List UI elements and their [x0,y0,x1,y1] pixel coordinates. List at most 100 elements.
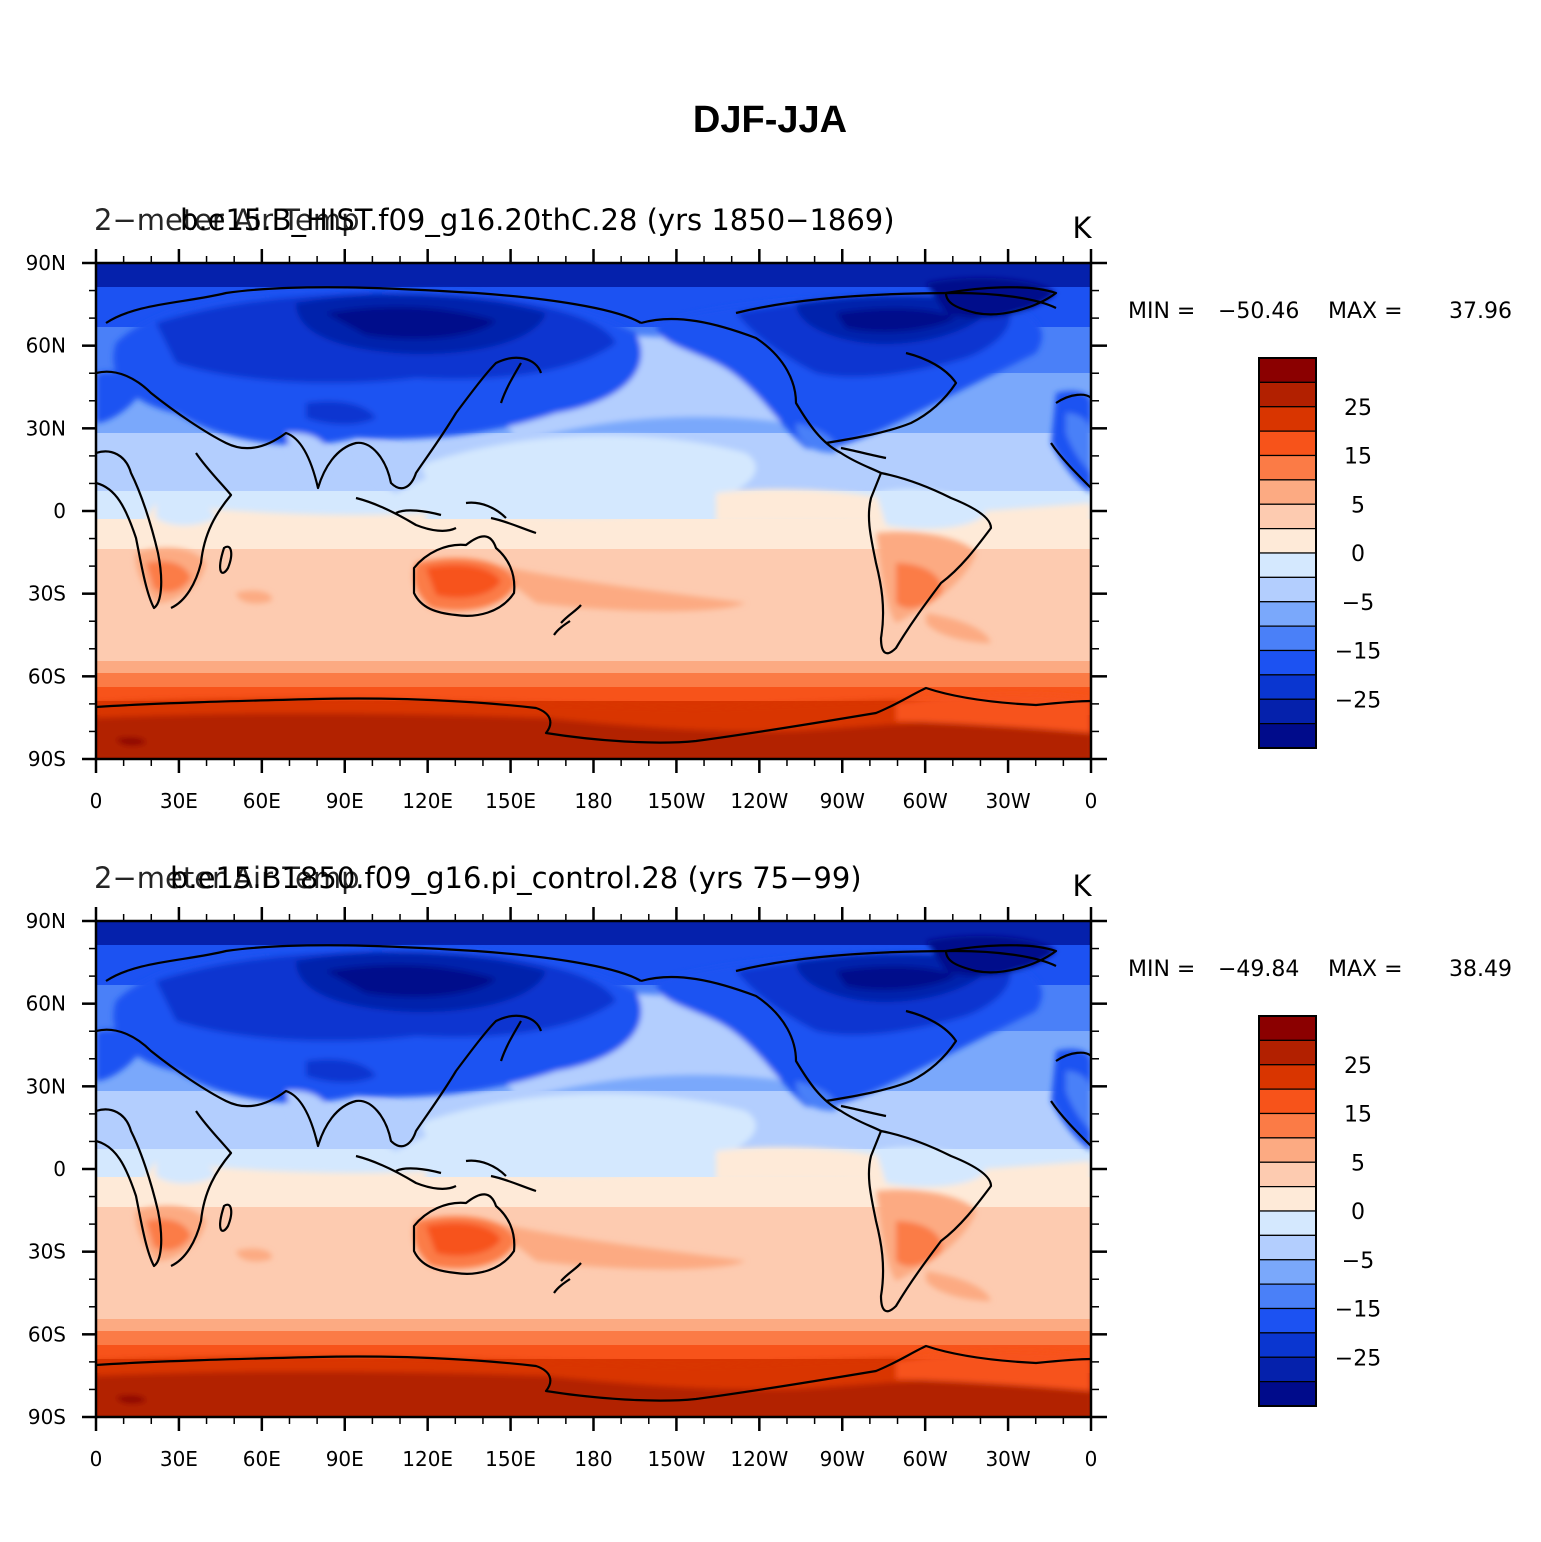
lon-tick-label: 0 [90,789,103,813]
lon-tick-label: 0 [1085,789,1098,813]
lon-tick-label: 30W [985,789,1030,813]
colorbar-box [1258,528,1317,554]
colorbar-box [1258,649,1317,676]
panel-2: 2−meter Air Temp b.e15.B1850.f09_g16.pi_… [26,861,1512,1471]
colorbar-box [1258,576,1317,603]
lat-tick-label: 60S [28,1322,66,1346]
lon-tick-label: 30W [985,1447,1030,1471]
colorbar-box [1258,454,1317,481]
panel-2-max-label: MAX = [1328,957,1403,982]
colorbar-box [1258,503,1317,530]
colorbar-box [1258,1015,1317,1041]
colorbar-frame [1258,1015,1317,1407]
colorbar-box [1258,406,1317,432]
lon-tick-label: 120E [402,789,453,813]
lon-tick-label: 90E [326,789,364,813]
lon-tick-label: 60W [903,1447,948,1471]
lat-tick-label: 90S [28,1405,66,1429]
lat-tick-label: 90S [28,747,66,771]
panel-1-variable-label: 2−meter Air Temp [94,203,360,237]
lon-tick-label: 30E [160,1447,198,1471]
lat-tick-label: 90N [26,251,66,275]
panel-2-colorbar: 25 15 5 0 −5 −15 −25 [1258,1015,1381,1407]
panel-1-map [96,263,1091,759]
lon-tick-label: 150W [647,1447,705,1471]
colorbar-label: 5 [1351,493,1365,518]
colorbar-box [1258,552,1317,578]
lon-tick-label: 0 [1085,1447,1098,1471]
colorbar-box [1258,430,1317,457]
lat-tick-label: 30N [26,416,66,440]
colorbar-label: −15 [1335,1298,1381,1323]
panel-2-units: K [1072,869,1092,903]
lon-tick-label: 90E [326,1447,364,1471]
colorbar-label: 25 [1344,1054,1372,1079]
panel-1-max-value: 37.96 [1449,299,1512,324]
panel-1-units: K [1072,211,1092,245]
panel-1-colorbar: 25 15 5 0 −5 −15 −25 [1258,357,1381,749]
colorbar-label: −5 [1342,1249,1374,1274]
lon-tick-label: 150E [485,789,536,813]
colorbar-box [1258,1039,1317,1066]
lon-tick-label: 120W [730,1447,788,1471]
lat-tick-label: 30N [26,1074,66,1098]
colorbar-box [1258,601,1317,627]
colorbar-box [1258,1161,1317,1188]
colorbar-label: −25 [1335,1346,1381,1371]
lon-tick-label: 60E [243,1447,281,1471]
colorbar-box [1258,1186,1317,1212]
panel-1-axes: 90N 60N 30N 0 30S 60S 90S 0 30E 60E 90E 120E 150E 180… [26,249,1107,813]
colorbar-label: −25 [1335,688,1381,713]
lon-tick-label: 120E [402,1447,453,1471]
lon-tick-label: 90W [820,789,865,813]
lat-tick-label: 90N [26,909,66,933]
colorbar-label: 0 [1351,542,1365,567]
colorbar-box [1258,1210,1317,1236]
panel-2-map [96,921,1091,1417]
colorbar-box [1258,698,1317,725]
colorbar-box [1258,1064,1317,1090]
colorbar-box [1258,479,1317,505]
panel-1-max-label: MAX = [1328,299,1403,324]
lat-tick-label: 30S [28,582,66,606]
panel-1-min-value: −50.46 [1218,299,1299,324]
lat-tick-label: 0 [53,499,66,523]
panel-2-case-label: b.e15.B1850.f09_g16.pi_control.28 (yrs 7… [170,861,862,895]
lon-tick-label: 60E [243,789,281,813]
colorbar-box [1258,625,1317,652]
lon-tick-label: 60W [903,789,948,813]
colorbar-box [1258,1137,1317,1163]
panel-2-axes: 90N 60N 30N 0 30S 60S 90S 0 30E 60E 90E 120E 150E 180… [26,907,1107,1471]
lon-tick-label: 120W [730,789,788,813]
lon-tick-label: 180 [574,1447,612,1471]
colorbar-box [1258,674,1317,700]
lat-tick-label: 60S [28,664,66,688]
panel-2-variable-label: 2−meter Air Temp [94,861,360,895]
lon-tick-label: 90W [820,1447,865,1471]
lon-tick-label: 150W [647,789,705,813]
colorbar-label: −15 [1335,640,1381,665]
colorbar-label: 15 [1344,1103,1372,1128]
colorbar-box [1258,381,1317,408]
main-title: DJF-JJA [693,99,847,141]
lat-tick-label: 60N [26,334,66,358]
lon-tick-label: 0 [90,1447,103,1471]
lon-tick-label: 30E [160,789,198,813]
colorbar-box [1258,723,1317,749]
panel-2-min-value: −49.84 [1218,957,1299,982]
colorbar-box [1258,1283,1317,1310]
panel-2-min-label: MIN = [1128,957,1195,982]
lon-tick-label: 180 [574,789,612,813]
colorbar-box [1258,1259,1317,1285]
colorbar-box [1258,357,1317,383]
colorbar-box [1258,1234,1317,1261]
colorbar-label: 15 [1344,445,1372,470]
colorbar-box [1258,1356,1317,1383]
lat-tick-label: 30S [28,1240,66,1264]
colorbar-label: 25 [1344,396,1372,421]
colorbar-label: 5 [1351,1151,1365,1176]
colorbar-box [1258,1381,1317,1407]
colorbar-label: −5 [1342,591,1374,616]
panel-1: 2−meter Air Temp b.e15.B_HIST.f09_g16.20… [26,203,1512,813]
